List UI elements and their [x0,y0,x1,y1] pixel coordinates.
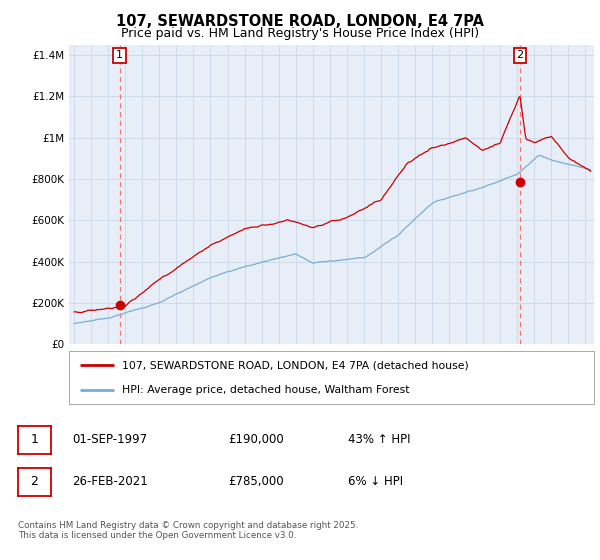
Text: Price paid vs. HM Land Registry's House Price Index (HPI): Price paid vs. HM Land Registry's House … [121,27,479,40]
Text: 1: 1 [31,433,38,446]
Text: 107, SEWARDSTONE ROAD, LONDON, E4 7PA: 107, SEWARDSTONE ROAD, LONDON, E4 7PA [116,14,484,29]
Text: 2: 2 [31,475,38,488]
Text: 43% ↑ HPI: 43% ↑ HPI [348,433,410,446]
Text: 107, SEWARDSTONE ROAD, LONDON, E4 7PA (detached house): 107, SEWARDSTONE ROAD, LONDON, E4 7PA (d… [121,361,468,371]
Text: £785,000: £785,000 [228,475,284,488]
Text: 1: 1 [116,50,123,60]
Text: £190,000: £190,000 [228,433,284,446]
Text: 6% ↓ HPI: 6% ↓ HPI [348,475,403,488]
Text: 2: 2 [516,50,523,60]
Text: HPI: Average price, detached house, Waltham Forest: HPI: Average price, detached house, Walt… [121,385,409,395]
Text: 26-FEB-2021: 26-FEB-2021 [72,475,148,488]
Text: Contains HM Land Registry data © Crown copyright and database right 2025.
This d: Contains HM Land Registry data © Crown c… [18,521,358,540]
Text: 01-SEP-1997: 01-SEP-1997 [72,433,147,446]
